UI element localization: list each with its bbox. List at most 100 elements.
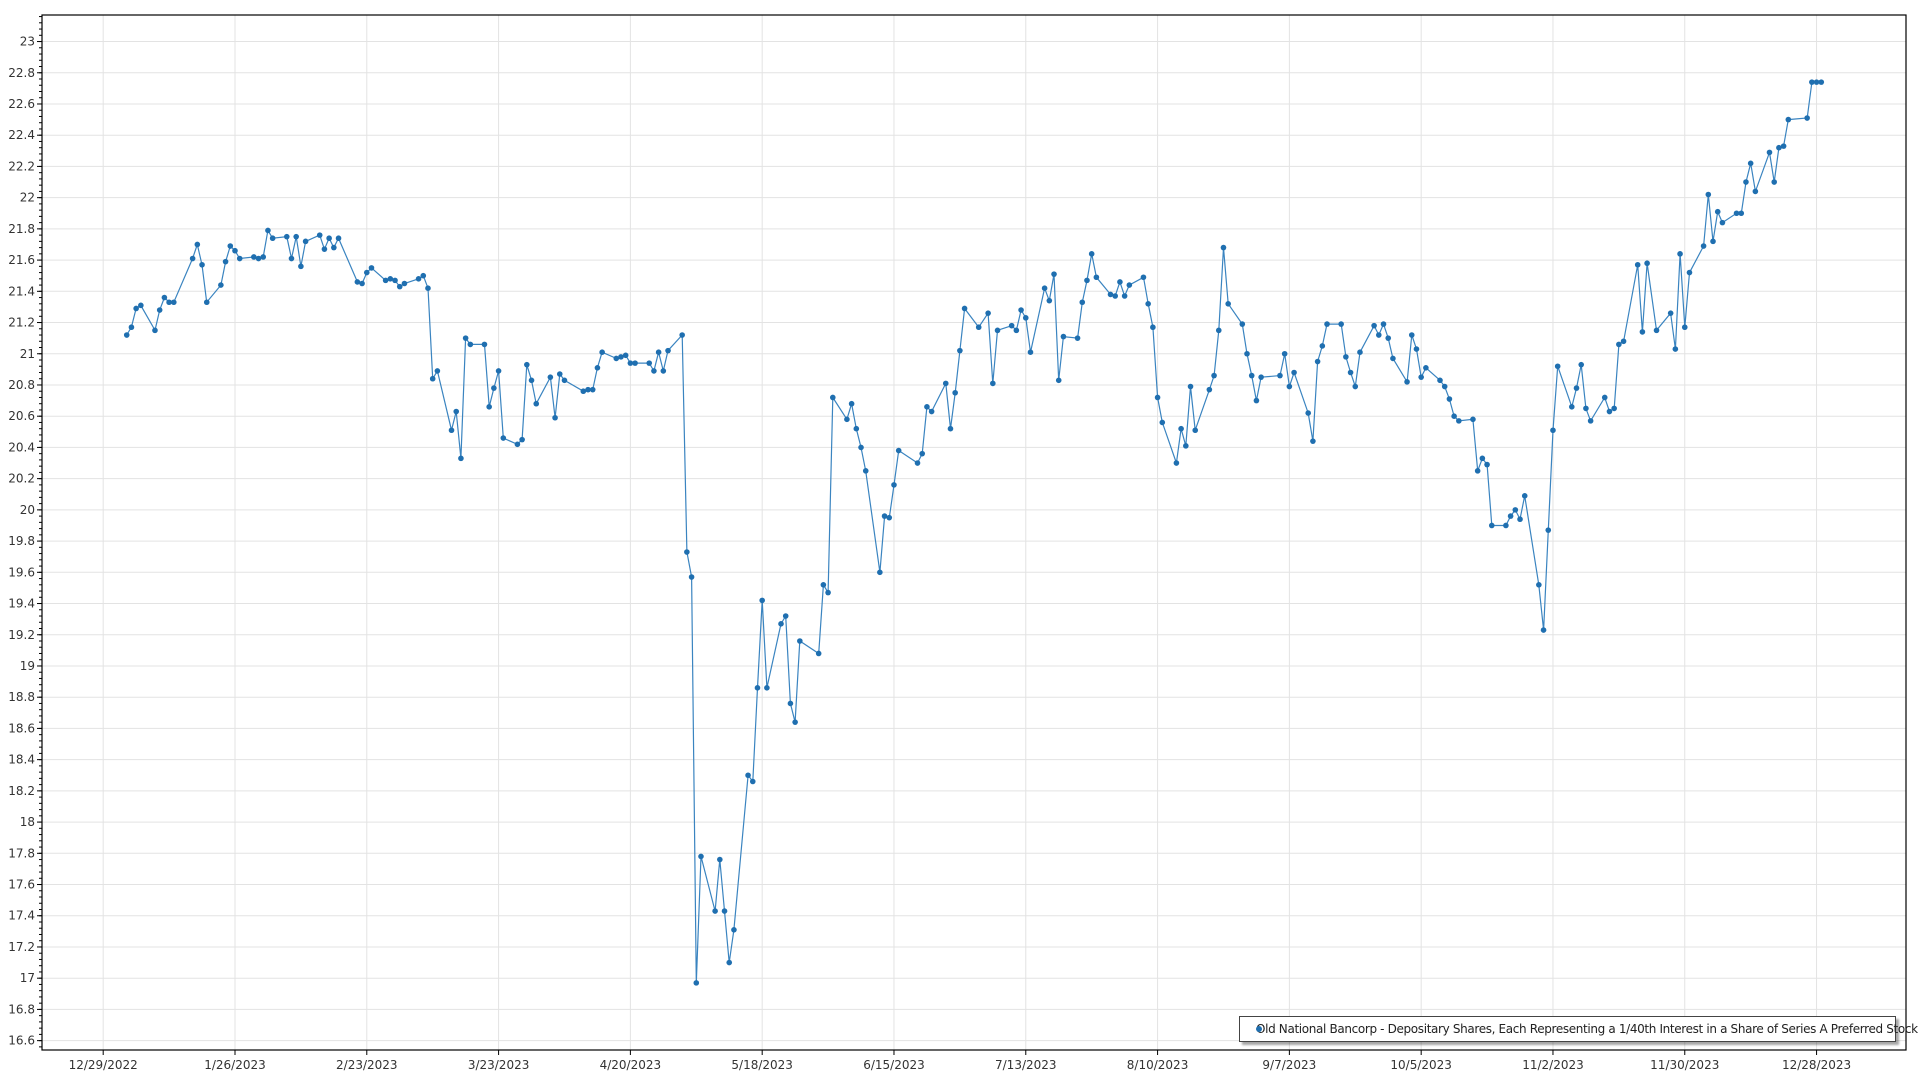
data-point [990, 380, 996, 387]
data-point [189, 255, 196, 262]
data-point [853, 425, 860, 432]
data-point [1159, 419, 1166, 426]
data-point [1324, 321, 1330, 327]
data-point [1446, 396, 1453, 402]
y-tick-label: 18 [20, 815, 35, 829]
data-point [844, 416, 850, 423]
data-point [1338, 321, 1344, 327]
y-tick-label: 16.8 [8, 1002, 35, 1016]
data-point [1319, 343, 1326, 349]
y-tick-label: 19.6 [8, 565, 35, 579]
data-point [1809, 79, 1815, 85]
grid [42, 15, 1906, 1050]
data-point [1644, 260, 1650, 267]
data-point [1611, 405, 1617, 412]
data-point [1376, 332, 1382, 338]
data-point [1517, 516, 1523, 523]
data-point [782, 613, 789, 619]
data-point [524, 361, 530, 368]
x-tick-label: 8/10/2023 [1127, 1058, 1189, 1072]
data-point [1371, 322, 1377, 329]
data-point [368, 265, 375, 271]
data-point [1771, 179, 1778, 185]
data-point [1305, 410, 1312, 416]
y-tick-label: 23 [20, 35, 35, 49]
y-tick-label: 21.8 [8, 222, 35, 236]
data-point [688, 574, 695, 580]
data-point [1719, 219, 1726, 226]
data-point [1291, 369, 1297, 376]
data-point [862, 468, 869, 474]
x-tick-label: 3/23/2023 [468, 1058, 530, 1072]
data-point [133, 305, 139, 312]
data-point [251, 254, 257, 260]
data-point [731, 926, 737, 933]
data-point [481, 341, 488, 348]
data-point [778, 621, 784, 627]
data-point [382, 277, 389, 284]
data-point [392, 277, 398, 284]
data-point [646, 360, 653, 366]
data-point [825, 589, 831, 596]
data-point [952, 389, 958, 396]
data-point [387, 276, 394, 282]
data-point [298, 263, 304, 270]
y-tick-label: 19.4 [8, 597, 35, 611]
data-point [1013, 327, 1020, 334]
legend-label: Old National Bancorp - Depositary Shares… [1256, 1022, 1918, 1036]
x-tick-label: 5/18/2023 [731, 1058, 793, 1072]
data-point [1578, 361, 1585, 368]
data-point [1568, 404, 1575, 410]
data-point [585, 386, 591, 393]
data-point [848, 400, 855, 407]
y-tick-label: 20.2 [8, 472, 35, 486]
data-point [401, 280, 408, 287]
data-point [1055, 377, 1062, 384]
legend: Old National Bancorp - Depositary Shares… [1239, 1016, 1918, 1042]
data-point [255, 255, 262, 262]
data-point [886, 514, 893, 521]
data-point [881, 513, 888, 519]
y-tick-label: 19.8 [8, 534, 35, 548]
data-point [1281, 350, 1288, 357]
data-point [552, 414, 558, 421]
data-point [218, 282, 224, 288]
data-point [947, 425, 954, 432]
data-point [533, 400, 540, 407]
data-point [1112, 293, 1119, 299]
data-point [891, 482, 897, 488]
data-point [764, 685, 770, 691]
y-tick-label: 22.6 [8, 97, 35, 111]
data-point [1672, 346, 1679, 352]
y-tick-label: 19.2 [8, 628, 35, 642]
y-tick-label: 22.4 [8, 128, 35, 142]
data-point [156, 307, 163, 313]
data-point [1225, 301, 1231, 307]
data-point [858, 444, 864, 451]
y-tick-label: 21.6 [8, 253, 35, 267]
data-point [1347, 369, 1354, 376]
y-tick-label: 22 [20, 191, 35, 205]
data-point [1107, 291, 1114, 298]
x-tick-label: 2/23/2023 [336, 1058, 398, 1072]
data-point [1310, 438, 1316, 444]
data-point [1173, 460, 1180, 466]
x-tick-label: 7/13/2023 [995, 1058, 1057, 1072]
y-tick-label: 17.8 [8, 846, 35, 860]
data-point [1752, 188, 1759, 195]
data-point [754, 685, 761, 691]
data-point [354, 279, 361, 285]
data-point [745, 772, 751, 779]
data-point [1314, 358, 1321, 365]
data-point [415, 276, 422, 282]
y-tick-label: 22.2 [8, 159, 35, 173]
data-point [698, 853, 704, 860]
data-point [792, 719, 798, 725]
y-tick-label: 17 [20, 971, 35, 985]
data-point [1700, 243, 1707, 249]
data-point [166, 299, 172, 306]
data-point [288, 255, 295, 262]
data-point [1079, 299, 1086, 306]
data-point [462, 335, 469, 341]
